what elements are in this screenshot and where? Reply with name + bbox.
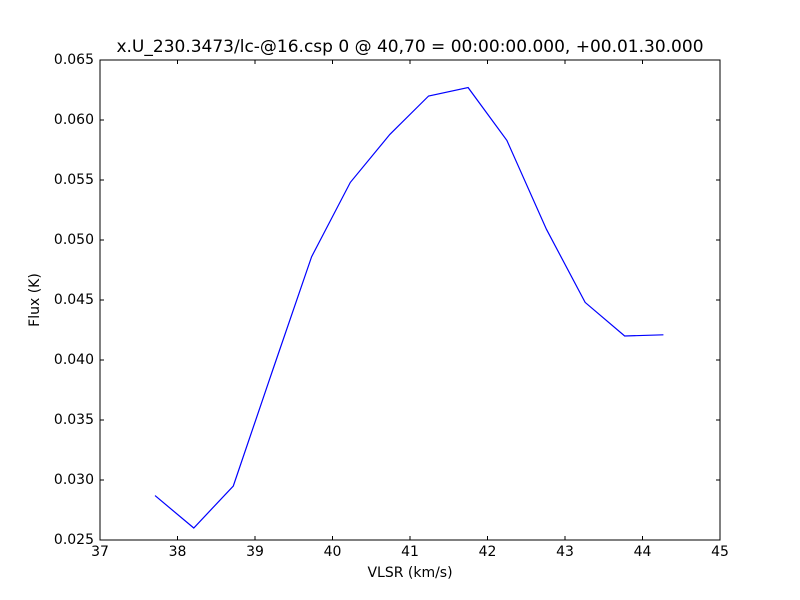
x-tick-label: 45: [711, 544, 729, 560]
y-tick-label: 0.065: [54, 52, 94, 68]
x-tick-label: 43: [556, 544, 574, 560]
y-tick-label: 0.060: [54, 112, 94, 128]
y-tick-label: 0.050: [54, 232, 94, 248]
y-tick-label: 0.045: [54, 292, 94, 308]
x-tick-label: 41: [401, 544, 419, 560]
y-tick-label: 0.030: [54, 472, 94, 488]
x-tick-label: 37: [91, 544, 109, 560]
x-tick-label: 42: [479, 544, 497, 560]
y-tick-label: 0.025: [54, 532, 94, 548]
plot-frame: [99, 59, 721, 541]
data-line: [154, 86, 664, 529]
x-axis-label: VLSR (km/s): [367, 565, 452, 581]
x-tick-label: 44: [634, 544, 652, 560]
chart-title: x.U_230.3473/lc-@16.csp 0 @ 40,70 = 00:0…: [116, 37, 703, 57]
x-tick-label: 39: [246, 544, 264, 560]
y-tick-label: 0.055: [54, 172, 94, 188]
x-tick-label: 38: [169, 544, 187, 560]
x-tick-label: 40: [324, 544, 342, 560]
y-tick-label: 0.035: [54, 412, 94, 428]
y-tick-label: 0.040: [54, 352, 94, 368]
y-axis-label: Flux (K): [27, 273, 43, 327]
